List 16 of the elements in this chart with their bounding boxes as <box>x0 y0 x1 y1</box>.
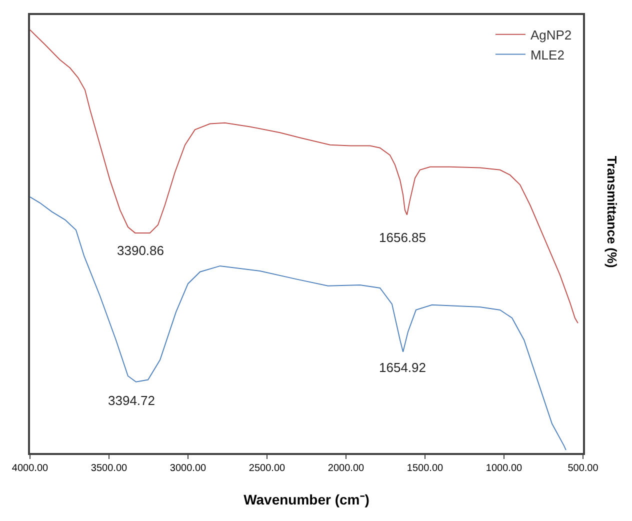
x-tick-label: 3500.00 <box>90 462 128 474</box>
annotation: 3394.72 <box>108 393 155 408</box>
annotation: 3390.86 <box>117 243 164 258</box>
annotation: 1654.92 <box>379 360 426 375</box>
y-axis-title: Transmittance (%) <box>604 156 620 268</box>
legend-label: AgNP2 <box>530 27 572 42</box>
annotation: 1656.85 <box>379 230 426 245</box>
x-tick-label: 500.00 <box>568 462 599 474</box>
x-tick-label: 2500.00 <box>248 462 286 474</box>
x-tick-label: 3000.00 <box>170 462 207 474</box>
x-tick-label: 1000.00 <box>486 462 523 474</box>
x-tick-label: 4000.00 <box>12 462 49 474</box>
x-tick-label: 2000.00 <box>328 462 365 474</box>
legend-label: MLE2 <box>530 47 564 62</box>
x-tick-label: 1500.00 <box>406 462 444 474</box>
x-axis-title: Wavenumber (cm⁻) <box>244 492 370 508</box>
